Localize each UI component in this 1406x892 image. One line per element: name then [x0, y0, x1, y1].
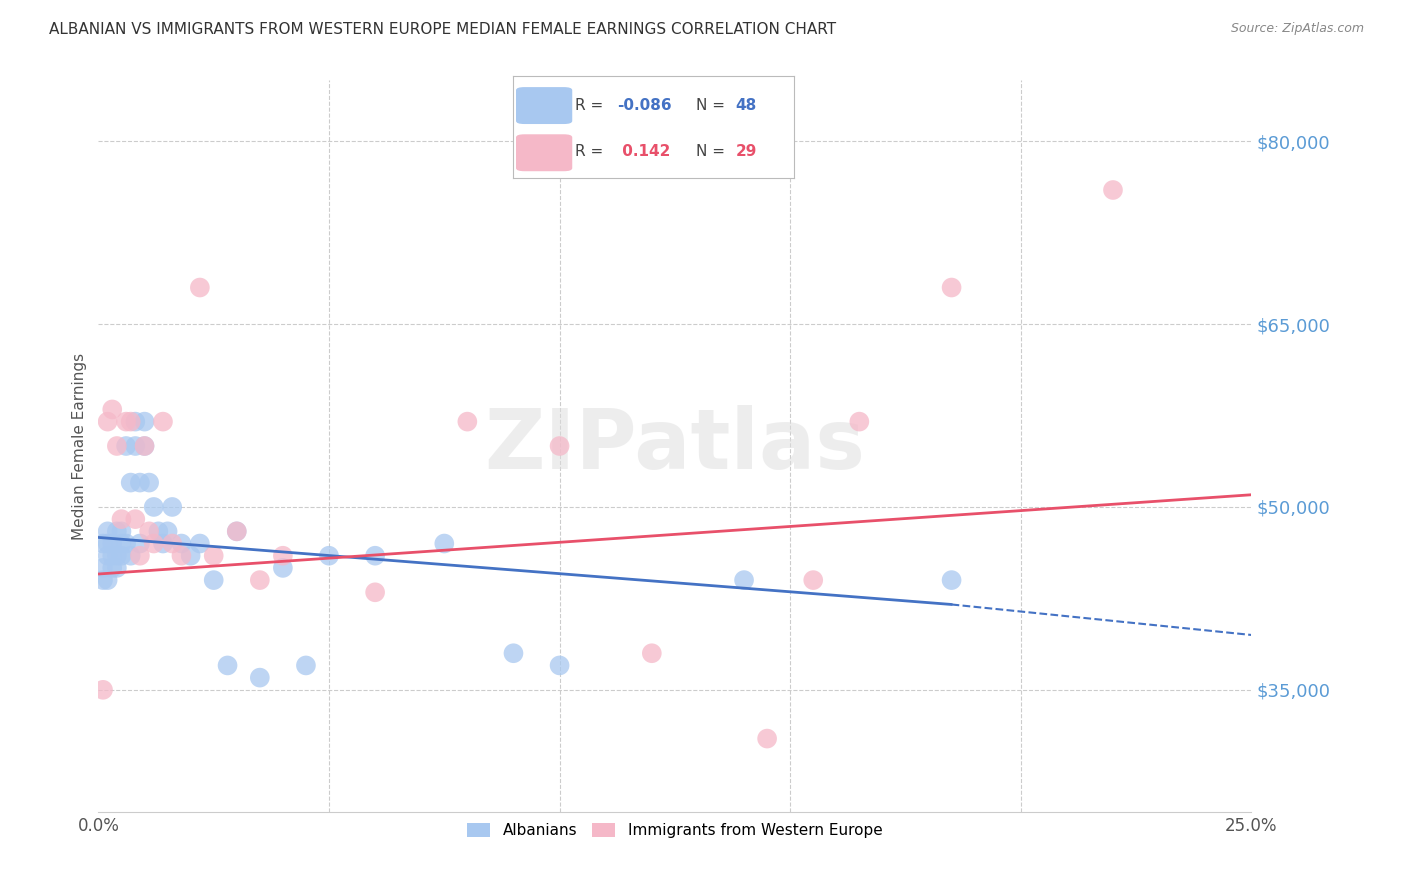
Point: [148, 524, 170, 539]
Point: [848, 415, 870, 429]
Point: [225, 524, 247, 539]
Point: [105, 524, 128, 539]
Point: [138, 524, 160, 539]
Point: [115, 439, 138, 453]
Point: [134, 439, 156, 453]
Point: [941, 280, 963, 294]
Point: [202, 549, 225, 563]
Point: [548, 439, 571, 453]
FancyBboxPatch shape: [516, 135, 572, 171]
Point: [271, 549, 294, 563]
Legend: Albanians, Immigrants from Western Europe: Albanians, Immigrants from Western Europ…: [461, 817, 889, 845]
Point: [160, 536, 183, 550]
Point: [142, 536, 165, 550]
Point: [120, 549, 142, 563]
Point: [225, 524, 247, 539]
Text: 0.142: 0.142: [617, 144, 671, 159]
Point: [217, 658, 239, 673]
Point: [548, 658, 571, 673]
Point: [101, 536, 124, 550]
Point: [91, 536, 114, 550]
Point: [756, 731, 779, 746]
Point: [105, 439, 128, 453]
Text: R =: R =: [575, 97, 609, 112]
Point: [101, 549, 124, 563]
Point: [101, 402, 124, 417]
Point: [433, 536, 456, 550]
Point: [188, 280, 211, 294]
Text: 48: 48: [735, 97, 756, 112]
Point: [129, 549, 152, 563]
Point: [115, 536, 138, 550]
Point: [364, 549, 387, 563]
Point: [152, 536, 174, 550]
Point: [364, 585, 387, 599]
Point: [124, 415, 146, 429]
Point: [202, 573, 225, 587]
Point: [295, 658, 318, 673]
Point: [105, 549, 128, 563]
FancyBboxPatch shape: [516, 87, 572, 124]
Point: [110, 524, 132, 539]
Point: [271, 561, 294, 575]
Text: Source: ZipAtlas.com: Source: ZipAtlas.com: [1230, 22, 1364, 36]
Text: ZIPatlas: ZIPatlas: [485, 406, 865, 486]
Point: [129, 475, 152, 490]
Text: ALBANIAN VS IMMIGRANTS FROM WESTERN EUROPE MEDIAN FEMALE EARNINGS CORRELATION CH: ALBANIAN VS IMMIGRANTS FROM WESTERN EURO…: [49, 22, 837, 37]
Point: [91, 573, 114, 587]
Point: [156, 524, 179, 539]
Point: [97, 536, 120, 550]
Y-axis label: Median Female Earnings: Median Female Earnings: [72, 352, 87, 540]
Point: [249, 573, 271, 587]
Text: -0.086: -0.086: [617, 97, 672, 112]
Point: [97, 573, 120, 587]
Point: [170, 536, 193, 550]
Text: N =: N =: [696, 97, 730, 112]
Point: [110, 536, 132, 550]
Point: [91, 561, 114, 575]
Point: [142, 500, 165, 514]
Text: N =: N =: [696, 144, 730, 159]
Point: [502, 646, 524, 660]
Point: [110, 512, 132, 526]
Point: [318, 549, 340, 563]
Point: [733, 573, 755, 587]
Point: [1102, 183, 1125, 197]
Point: [124, 512, 146, 526]
Point: [110, 549, 132, 563]
Point: [115, 415, 138, 429]
Point: [120, 415, 142, 429]
Point: [188, 536, 211, 550]
Point: [105, 561, 128, 575]
Point: [249, 671, 271, 685]
Point: [120, 475, 142, 490]
Text: R =: R =: [575, 144, 609, 159]
Point: [138, 475, 160, 490]
Point: [124, 439, 146, 453]
Point: [456, 415, 478, 429]
Point: [152, 415, 174, 429]
Point: [101, 561, 124, 575]
Point: [170, 549, 193, 563]
Point: [91, 682, 114, 697]
Point: [134, 415, 156, 429]
Point: [641, 646, 664, 660]
Point: [941, 573, 963, 587]
Point: [97, 524, 120, 539]
Point: [160, 500, 183, 514]
Point: [134, 439, 156, 453]
Point: [129, 536, 152, 550]
Point: [801, 573, 824, 587]
Point: [180, 549, 202, 563]
Point: [97, 549, 120, 563]
Point: [97, 415, 120, 429]
Text: 29: 29: [735, 144, 756, 159]
